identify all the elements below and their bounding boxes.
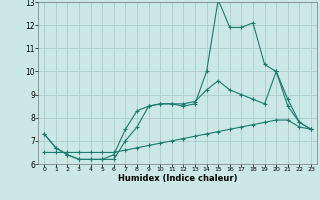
X-axis label: Humidex (Indice chaleur): Humidex (Indice chaleur) [118,174,237,183]
